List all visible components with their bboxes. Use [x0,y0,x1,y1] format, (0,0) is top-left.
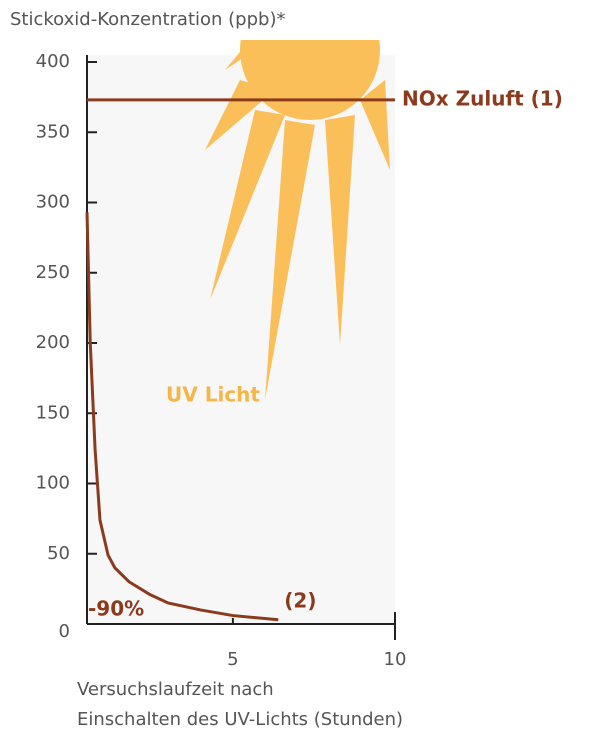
x-tick-label: 10 [384,649,407,670]
y-tick-label: 400 [36,51,70,72]
y-tick-label: 300 [36,192,70,213]
x-axis-title: Einschalten des UV-Lichts (Stunden) [77,709,403,730]
x-tick-label: 5 [227,649,238,670]
y-tick-label: 0 [59,621,70,642]
series-label: (2) [284,588,316,612]
chart: Stickoxid-Konzentration (ppb)* Versuchsl… [0,0,598,735]
y-tick-label: 350 [36,121,70,142]
y-axis-title: Stickoxid-Konzentration (ppb)* [10,9,285,30]
series-label: NOx Zuluft (1) [402,86,563,110]
y-tick-label: 150 [36,402,70,423]
annotation: UV Licht [166,383,260,407]
y-tick-label: 200 [36,332,70,353]
y-tick-label: 250 [36,262,70,283]
x-axis-title: Versuchslaufzeit nach [77,679,274,700]
annotation: -90% [88,597,144,621]
y-tick-label: 50 [47,543,70,564]
y-tick-label: 100 [36,473,70,494]
